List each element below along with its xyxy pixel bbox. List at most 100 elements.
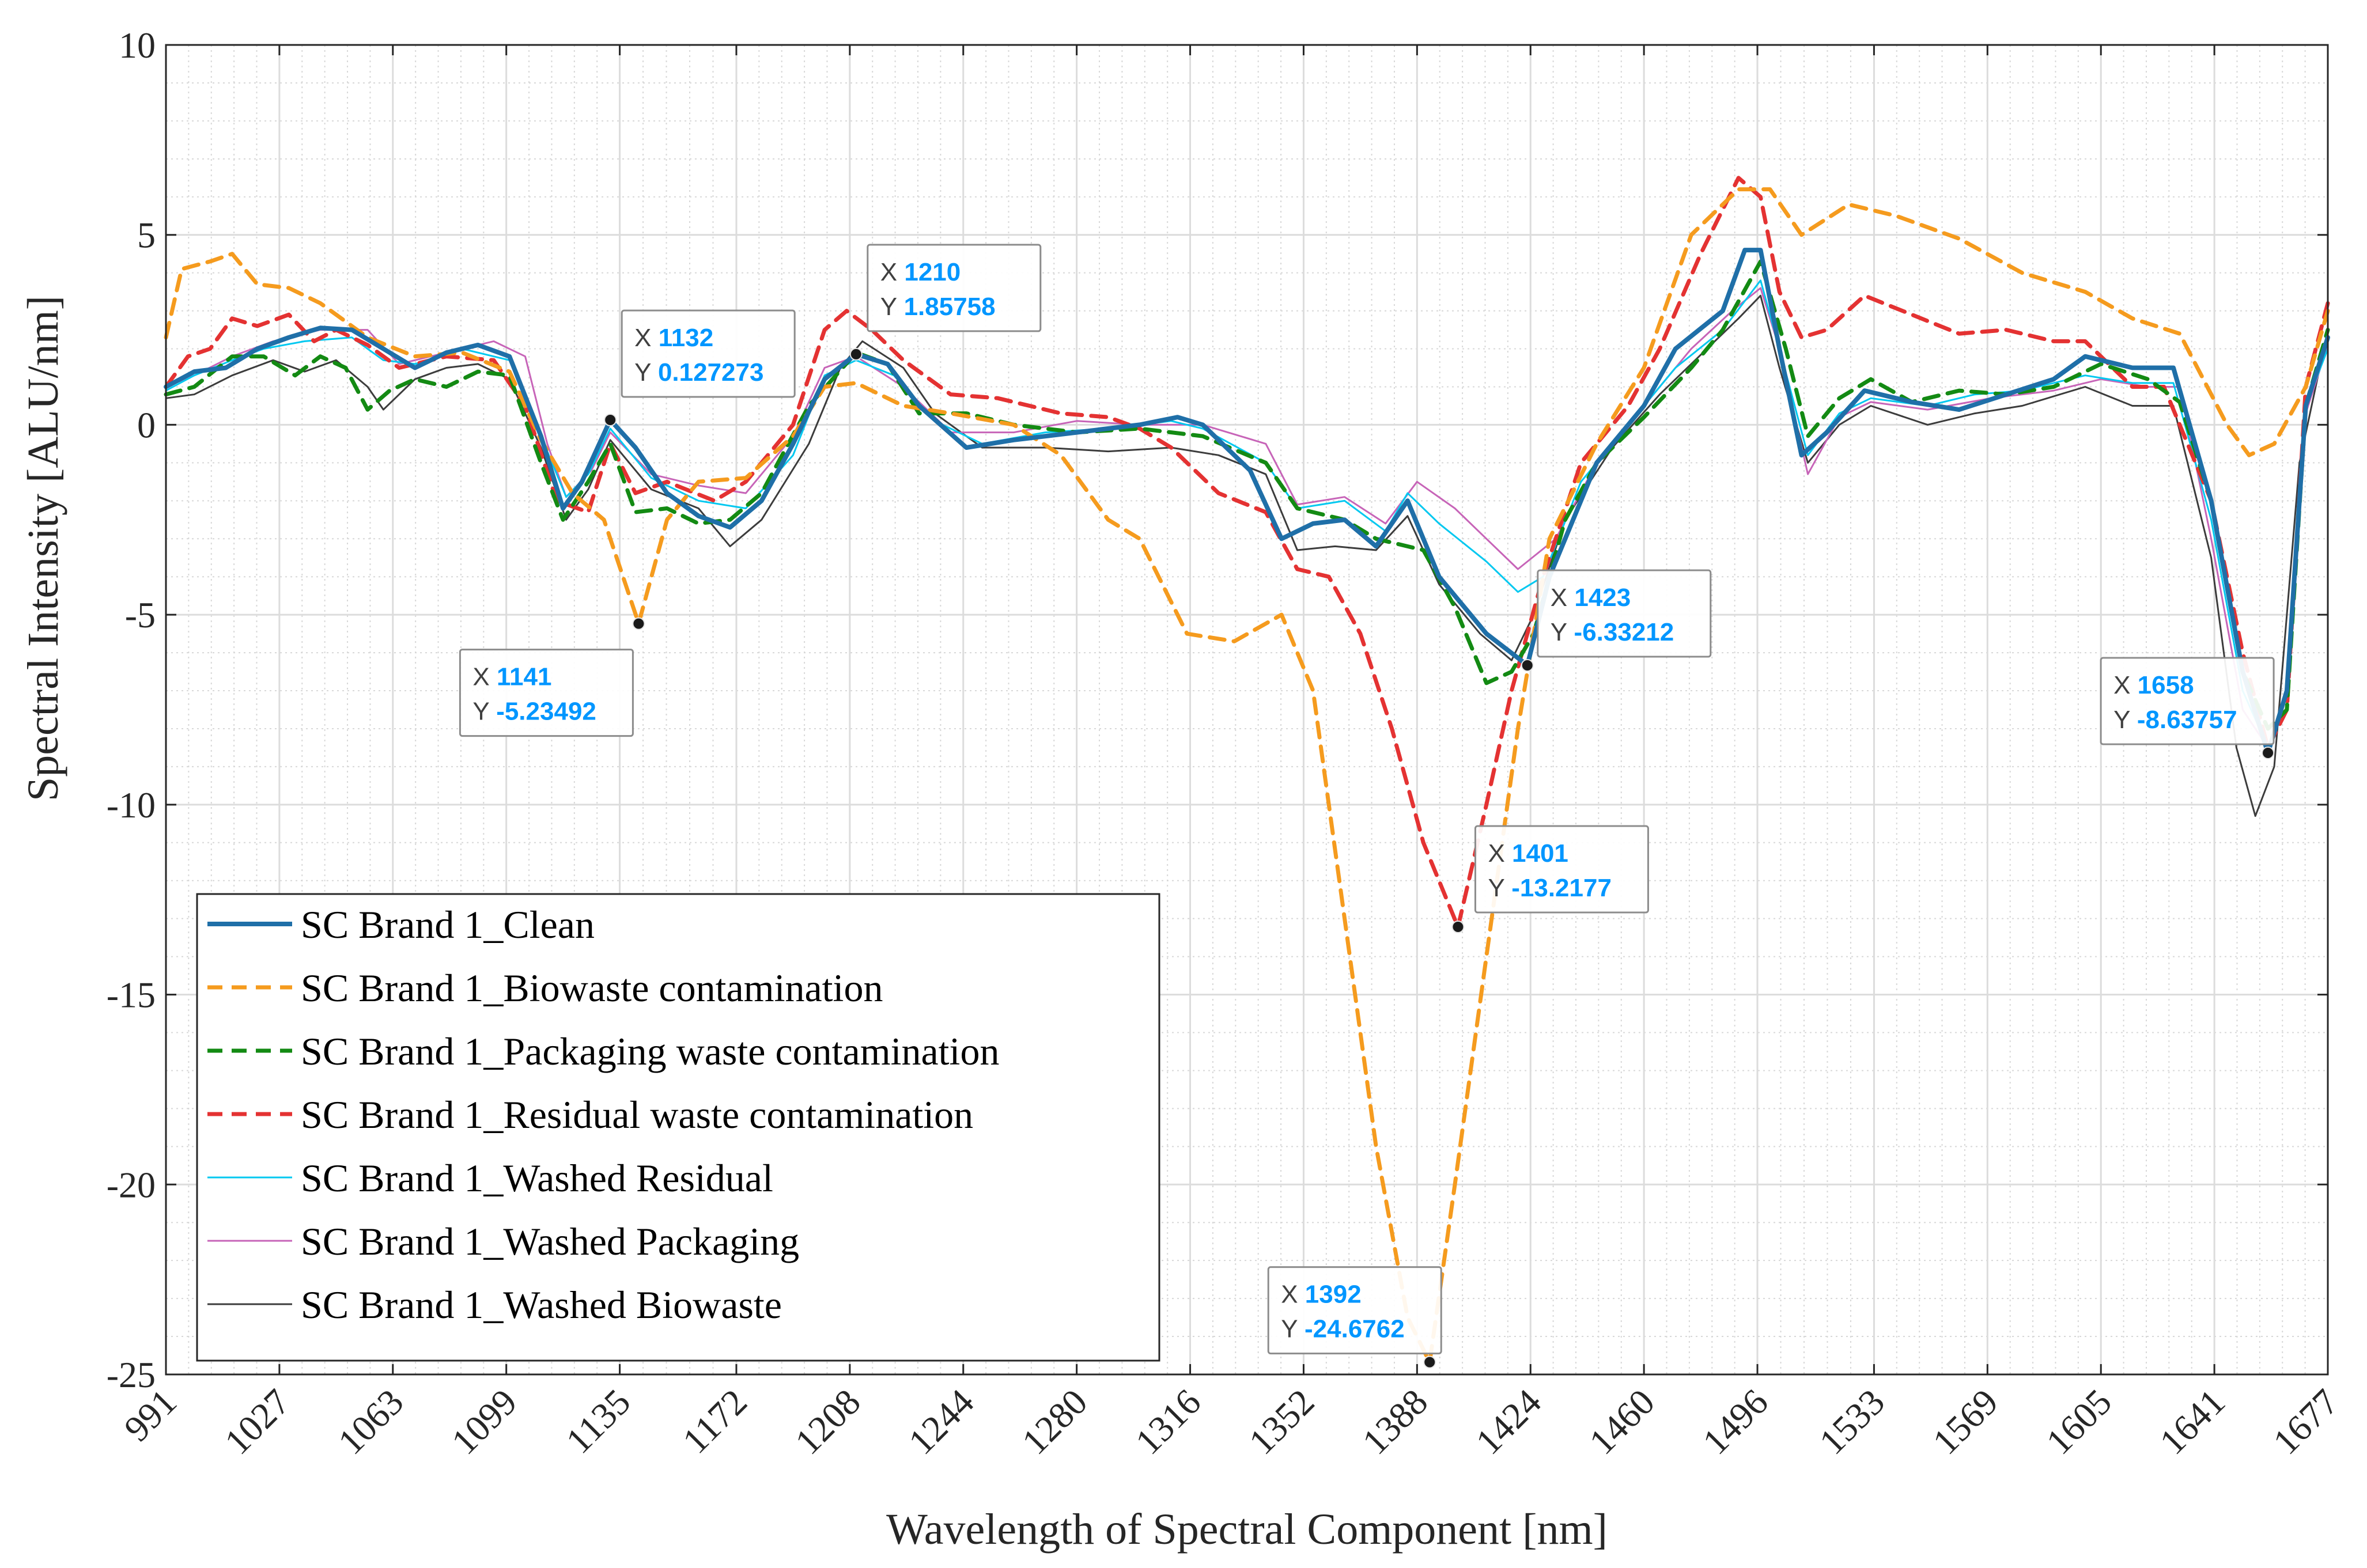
x-tick-label: 1063 [330,1381,411,1463]
datatip-x-line: X 1392 [1281,1281,1361,1309]
y-axis-title: Spectral Intensity [ALU/nm] [19,296,67,801]
x-tick-label: 1244 [901,1381,982,1463]
legend-label: SC Brand 1_Washed Biowaste [301,1283,782,1327]
datatip: X 1423 Y -6.33212 [1521,569,1712,672]
x-tick-label: 1352 [1241,1381,1322,1463]
datatip-x-line: X 1658 [2113,671,2194,699]
datatip-y-key: Y [880,293,904,321]
datatip-box [1537,569,1712,658]
datatip-x-key: X [634,324,659,352]
axes-box [165,44,2329,1376]
datatip-x-line: X 1132 [634,324,713,352]
datatip-marker [632,617,645,630]
x-tick-label: 1533 [1812,1381,1893,1463]
datatip-marker [2262,747,2275,760]
y-tick-label: 10 [119,25,156,66]
datatip-x-key: X [2113,671,2138,699]
y-tick-label: 5 [137,215,156,256]
x-tick-label: 1388 [1355,1381,1436,1463]
datatip-y-value: -6.33212 [1574,618,1674,646]
x-tick-label: 1605 [2038,1381,2119,1463]
x-tick-label: 1569 [1924,1381,2006,1463]
y-tick-label: -5 [125,594,156,635]
datatip-marker [849,347,863,361]
datatip-marker [604,414,617,427]
datatip-marker [1451,921,1465,934]
datatip-x-value: 1658 [2138,671,2194,699]
x-tick-label: 1280 [1014,1381,1095,1463]
series-line-1 [164,248,2330,756]
legend: SC Brand 1_Clean SC Brand 1_Biowaste cont… [196,893,1160,1362]
y-tick-label: -15 [107,975,156,1016]
datatip: X 1210 Y 1.85758 [849,244,1042,361]
x-tick-label: 1460 [1581,1381,1662,1463]
x-tick-label: 1424 [1468,1381,1549,1463]
datatip-x-value: 1401 [1512,839,1568,868]
x-tick-label: 1135 [558,1381,638,1461]
datatip-y-value: 1.85758 [904,293,996,321]
series-line-7 [165,294,2329,817]
x-tick-label: 1027 [217,1381,298,1463]
legend-label: SC Brand 1_Packaging waste contamination [301,1029,999,1073]
datatip-x-value: 1210 [904,258,961,286]
datatip-x-value: 1392 [1305,1281,1362,1309]
y-tick-label: -20 [107,1164,156,1205]
datatip-box [621,309,796,398]
datatip-x-value: 1141 [497,663,551,691]
legend-box [196,893,1160,1362]
series-line-2 [164,187,2330,1365]
datatip-marker [1521,658,1534,672]
datatip-y-line: Y -8.63757 [2113,706,2237,734]
datatip-y-key: Y [1551,618,1574,646]
x-tick-label: 1208 [787,1381,868,1463]
datatip-box [867,244,1042,332]
datatip-box [1267,1266,1442,1355]
datatip-y-value: -24.6762 [1305,1315,1405,1343]
legend-label: SC Brand 1_Biowaste contamination [301,966,883,1010]
datatip-x-key: X [1281,1281,1305,1309]
datatip-y-value: -13.2177 [1511,874,1612,902]
datatip-y-line: Y -24.6762 [1281,1315,1404,1343]
datatip-y-key: Y [1281,1315,1305,1343]
series-line-3 [164,259,2330,731]
datatip-x-line: X 1423 [1551,584,1631,612]
datatip-y-key: Y [2113,706,2137,734]
datatip-x-value: 1132 [659,324,713,352]
y-tick-label: -25 [107,1354,156,1395]
x-tick-label: 1099 [444,1381,525,1463]
series-layer [164,176,2330,1365]
datatip-y-value: -5.23492 [496,698,596,726]
datatip-y-key: Y [472,698,496,726]
series-line-6 [165,287,2329,749]
datatip-x-line: X 1210 [880,258,961,286]
datatip-x-key: X [472,663,497,691]
datatip-marker [1423,1355,1436,1369]
legend-label: SC Brand 1_Washed Packaging [301,1219,799,1263]
datatip-y-line: Y -13.2177 [1488,874,1611,902]
x-tick-label: 1496 [1695,1381,1776,1463]
datatip-box [1474,825,1649,914]
datatip-y-value: -8.63757 [2137,706,2237,734]
x-tick-label: 1172 [675,1381,755,1461]
legend-label: SC Brand 1_Clean [301,903,595,946]
datatip-y-line: Y 0.127273 [634,358,763,387]
y-tick-label: 0 [137,404,156,445]
datatip: X 1132 Y 0.127273 [604,309,796,427]
legend-label: SC Brand 1_Washed Residual [301,1156,773,1200]
x-tick-label: 1677 [2265,1381,2346,1463]
y-tick-label: -10 [107,785,156,825]
datatip-y-key: Y [1488,874,1511,902]
datatip-box [459,649,634,737]
datatip-y-line: Y -5.23492 [472,698,596,726]
datatip-x-line: X 1401 [1488,839,1568,868]
datatip-x-key: X [1551,584,1575,612]
datatip-y-line: Y 1.85758 [880,293,996,321]
datatip: X 1401 Y -13.2177 [1451,825,1649,934]
x-axis-title: Wavelength of Spectral Component [nm] [886,1505,1608,1554]
x-tick-label: 1641 [2152,1381,2233,1463]
